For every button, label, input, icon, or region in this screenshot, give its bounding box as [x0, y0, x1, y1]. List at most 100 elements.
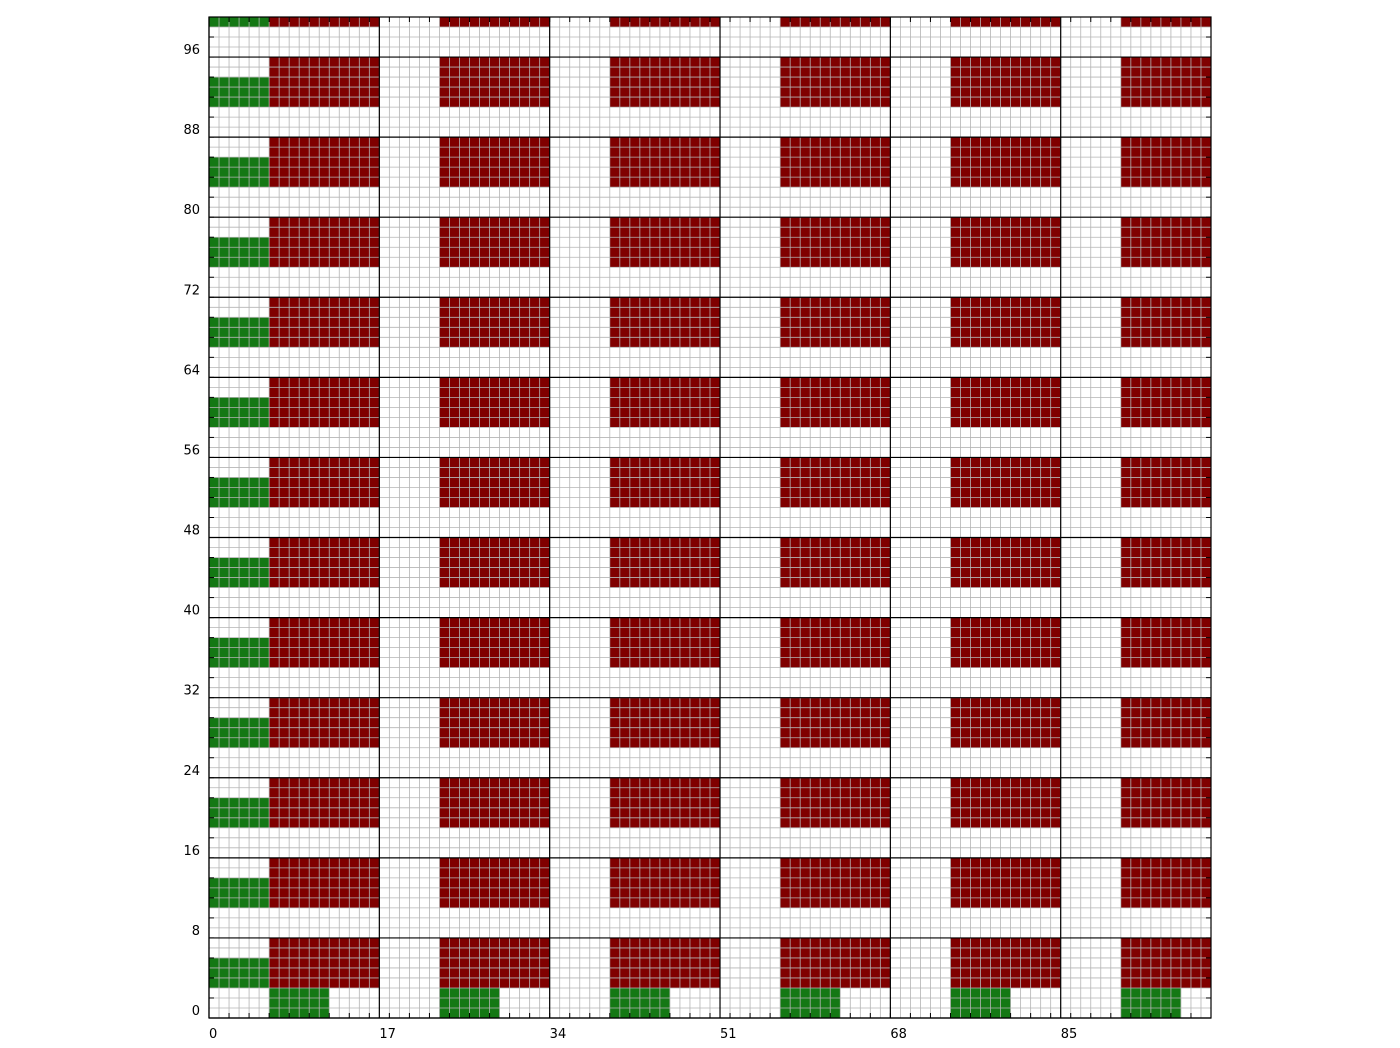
y-tick-label: 8	[192, 924, 200, 939]
red-block	[1120, 537, 1211, 588]
red-block	[609, 537, 721, 588]
red-block	[269, 537, 380, 588]
red-block	[439, 697, 550, 748]
red-block	[780, 137, 891, 188]
red-block	[1120, 377, 1211, 428]
red-block	[439, 57, 550, 108]
red-block	[1120, 697, 1211, 748]
red-block	[269, 937, 380, 988]
red-block	[950, 537, 1061, 588]
red-block	[1120, 457, 1211, 508]
red-block	[780, 457, 891, 508]
red-block	[1120, 17, 1211, 28]
red-block	[439, 857, 550, 908]
red-block	[609, 857, 721, 908]
x-tick-label: 68	[890, 1027, 907, 1042]
red-block	[269, 137, 380, 188]
red-block	[269, 697, 380, 748]
red-block	[269, 777, 380, 828]
y-tick-label: 88	[183, 123, 200, 138]
x-tick-label: 34	[550, 1027, 567, 1042]
red-block	[780, 617, 891, 668]
red-block	[269, 17, 380, 28]
red-block	[1120, 777, 1211, 828]
y-tick-label: 0	[192, 1004, 200, 1019]
red-block	[1120, 217, 1211, 268]
red-block	[1120, 617, 1211, 668]
red-block	[269, 297, 380, 348]
red-block	[950, 857, 1061, 908]
red-block	[439, 937, 550, 988]
red-block	[950, 377, 1061, 428]
red-block	[439, 297, 550, 348]
red-block	[269, 217, 380, 268]
red-block	[269, 377, 380, 428]
red-block	[439, 617, 550, 668]
red-block	[780, 537, 891, 588]
x-tick-label: 17	[379, 1027, 396, 1042]
red-block	[780, 377, 891, 428]
x-tick-label: 0	[209, 1027, 217, 1042]
red-block	[950, 457, 1061, 508]
y-tick-label: 48	[183, 524, 200, 539]
red-block	[439, 217, 550, 268]
y-tick-label: 16	[183, 844, 200, 859]
x-axis-labels: 0 17 34 51 68 85	[209, 1027, 1077, 1042]
y-tick-label: 40	[183, 604, 200, 619]
red-block	[609, 377, 721, 428]
red-block	[780, 17, 891, 28]
red-block	[439, 777, 550, 828]
red-block	[439, 457, 550, 508]
y-tick-label: 56	[183, 443, 200, 458]
red-block	[1120, 137, 1211, 188]
red-block	[950, 17, 1061, 28]
y-tick-label: 24	[183, 764, 200, 779]
red-block	[1120, 57, 1211, 108]
axis-ticks	[208, 16, 1212, 1019]
red-block	[609, 217, 721, 268]
red-block	[950, 937, 1061, 988]
red-block	[609, 137, 721, 188]
red-block	[780, 57, 891, 108]
red-block	[780, 777, 891, 828]
red-block	[950, 777, 1061, 828]
y-axis-labels: 0 8 16 24 32 40 48 56 64 72 80 88 96	[183, 43, 200, 1019]
red-block	[609, 777, 721, 828]
red-block	[609, 17, 721, 28]
y-tick-label: 64	[183, 363, 200, 378]
red-block	[609, 457, 721, 508]
y-tick-label: 96	[183, 43, 200, 58]
red-block	[950, 217, 1061, 268]
red-block	[950, 697, 1061, 748]
red-block	[1120, 937, 1211, 988]
x-tick-label: 51	[720, 1027, 737, 1042]
major-grid	[208, 17, 1211, 1019]
red-block	[950, 137, 1061, 188]
red-block	[269, 857, 380, 908]
red-block	[439, 17, 550, 28]
red-block	[609, 617, 721, 668]
red-block	[439, 137, 550, 188]
red-block	[609, 57, 721, 108]
red-block	[609, 697, 721, 748]
y-tick-label: 80	[183, 203, 200, 218]
red-block	[1120, 857, 1211, 908]
red-block	[269, 617, 380, 668]
red-block	[269, 457, 380, 508]
y-tick-label: 72	[183, 283, 200, 298]
red-block	[439, 537, 550, 588]
red-block	[609, 297, 721, 348]
red-block	[780, 937, 891, 988]
red-block	[1120, 297, 1211, 348]
red-block	[950, 617, 1061, 668]
red-block	[950, 297, 1061, 348]
red-block	[950, 57, 1061, 108]
red-block	[439, 377, 550, 428]
red-block	[269, 57, 380, 108]
red-block	[780, 697, 891, 748]
red-block	[780, 217, 891, 268]
red-block	[780, 857, 891, 908]
red-block	[609, 937, 721, 988]
y-tick-label: 32	[183, 684, 200, 699]
